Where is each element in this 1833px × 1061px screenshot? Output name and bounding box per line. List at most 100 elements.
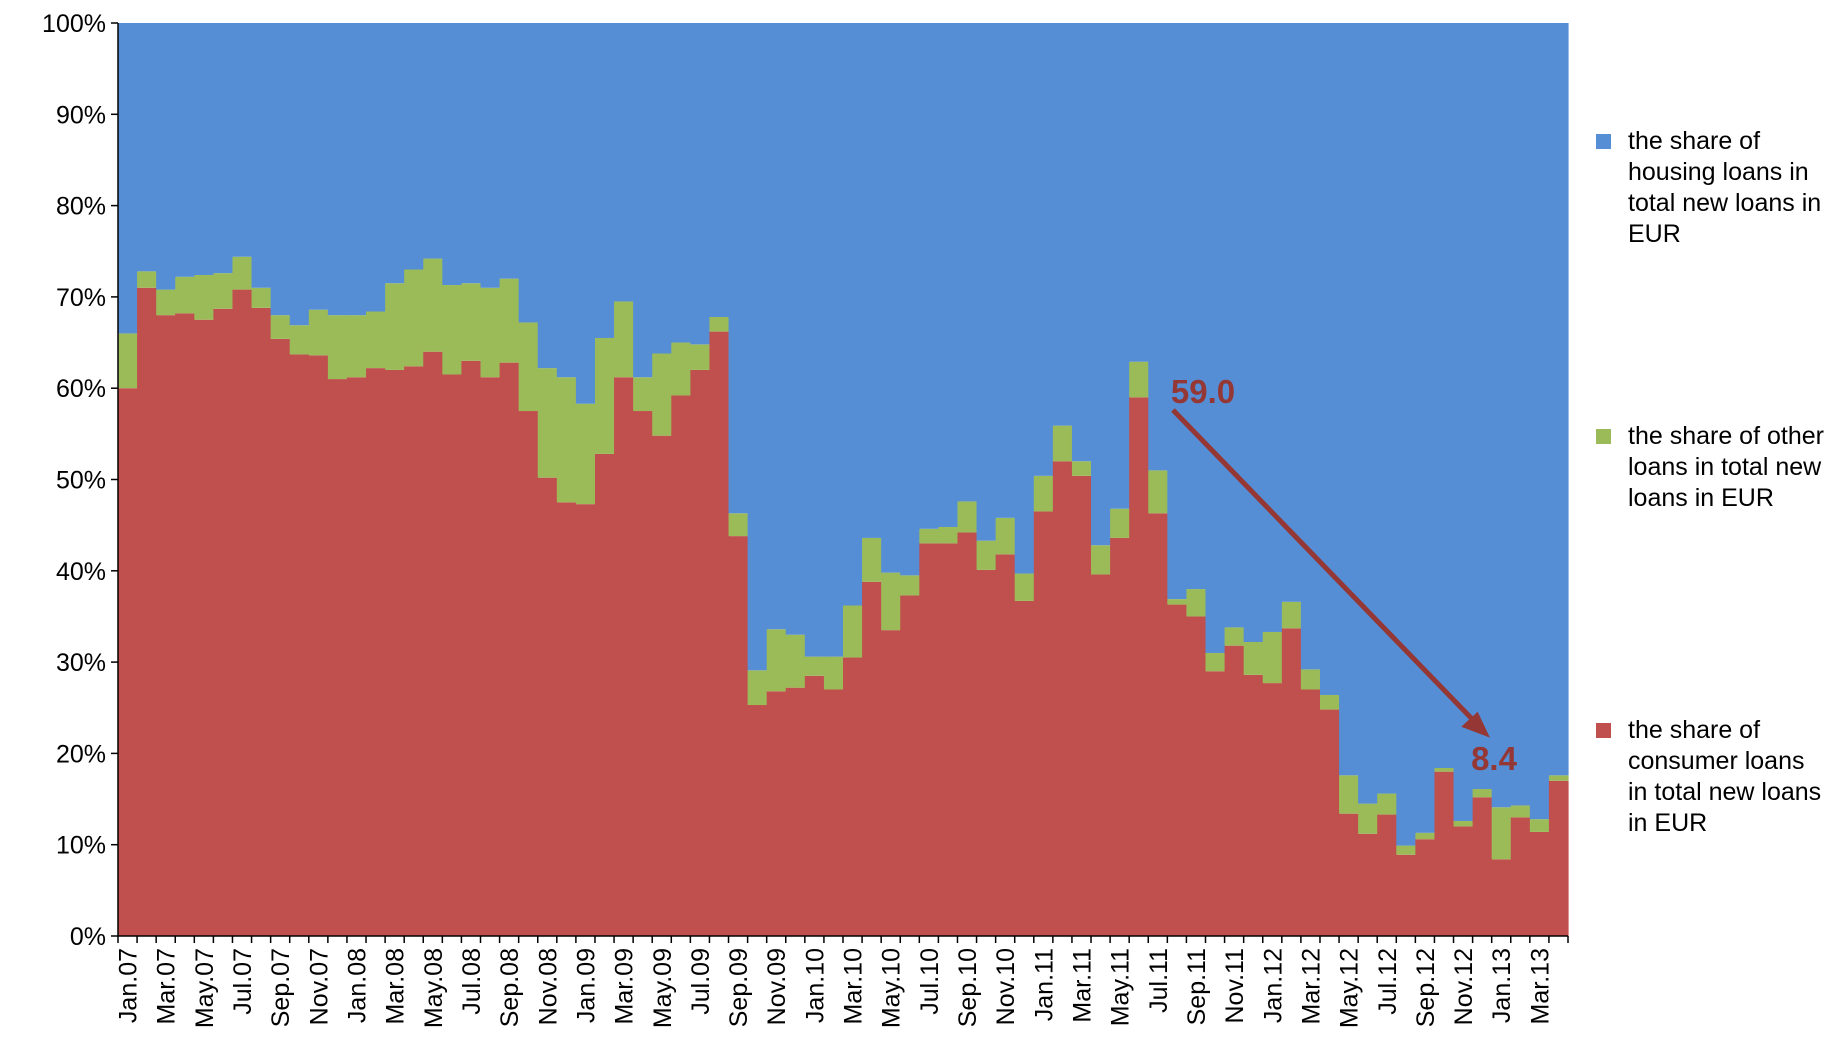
y-tick-label: 0% — [70, 923, 106, 951]
bar-segment — [594, 453, 615, 936]
bar-segment — [747, 670, 768, 706]
x-tick-label: Jan.09 — [572, 948, 600, 1023]
bar-segment — [1243, 674, 1264, 936]
x-tick-label: Jul.11 — [1145, 948, 1173, 1013]
x-tick-label: May.08 — [420, 948, 448, 1028]
bar-segment — [1167, 604, 1188, 936]
bar-segment — [1300, 689, 1321, 936]
bar-segment — [1148, 470, 1168, 514]
x-tick-label: Jul.12 — [1374, 948, 1402, 1015]
bar-segment — [804, 23, 825, 657]
x-tick-label: Mar.08 — [382, 948, 410, 1024]
bar-segment — [556, 377, 577, 503]
bar-segment — [423, 351, 443, 936]
bar-segment — [804, 675, 825, 936]
bar-segment — [1358, 833, 1378, 936]
bar-segment — [728, 513, 749, 537]
bar-segment — [1262, 683, 1283, 936]
bar-segment — [881, 572, 901, 631]
bar-segment — [1377, 23, 1397, 794]
legend-swatch — [1596, 429, 1611, 444]
bar-segment — [1434, 771, 1455, 936]
x-tick-label: Nov.11 — [1221, 948, 1249, 1024]
bar-segment — [518, 411, 539, 936]
bar-segment — [156, 23, 176, 290]
bar-segment — [480, 287, 501, 378]
bar-segment — [1377, 793, 1397, 815]
x-tick-label: Jan.08 — [343, 948, 371, 1023]
bar-segment — [1491, 807, 1512, 860]
bar-segment — [900, 575, 920, 596]
x-tick-label: Sep.12 — [1412, 948, 1440, 1027]
bar-segment — [709, 316, 730, 332]
bar-segment — [423, 23, 443, 259]
bar-segment — [594, 23, 615, 338]
bar-segment — [1110, 508, 1130, 538]
bar-segment — [118, 333, 138, 389]
x-tick-label: Sep.11 — [1183, 948, 1211, 1025]
bar-segment — [1129, 397, 1149, 937]
legend-swatch — [1596, 134, 1611, 149]
bar-segment — [308, 309, 329, 356]
bar-segment — [594, 337, 615, 454]
bar-segment — [366, 23, 386, 312]
bar-segment — [862, 581, 882, 936]
bar-segment — [614, 23, 634, 302]
x-tick-label: Mar.13 — [1526, 948, 1554, 1024]
legend-label: the share of consumer loans in total new… — [1628, 716, 1822, 837]
bar-segment — [938, 526, 959, 544]
bar-segment — [423, 258, 443, 352]
bar-segment — [804, 656, 825, 676]
bar-segment — [327, 23, 348, 316]
bar-segment — [823, 656, 844, 690]
bar-segment — [156, 289, 176, 316]
legend-swatch — [1596, 723, 1611, 738]
bar-segment — [1358, 23, 1378, 804]
bar-segment — [881, 630, 901, 936]
bar-segment — [480, 23, 501, 288]
bar-segment — [1434, 768, 1455, 772]
x-tick-label: Jul.07 — [229, 948, 257, 1015]
bar-segment — [327, 379, 348, 936]
bar-segment — [957, 23, 978, 502]
bar-segment — [1091, 545, 1111, 575]
bar-segment — [366, 311, 386, 369]
bar-segment — [1281, 601, 1302, 629]
bar-segment — [213, 273, 234, 309]
bar-segment — [1300, 669, 1321, 690]
bar-segment — [346, 377, 367, 936]
bar-segment — [823, 689, 844, 936]
bar-segment — [1339, 23, 1359, 776]
bar-segment — [1224, 645, 1245, 936]
bar-segment — [995, 554, 1016, 936]
bar-segment — [843, 605, 863, 658]
x-tick-label: Sep.08 — [496, 948, 524, 1027]
bar-segment — [327, 315, 348, 380]
bar-segment — [575, 504, 596, 936]
bar-segment — [1529, 23, 1550, 820]
bar-segment — [652, 353, 672, 436]
y-tick-label: 70% — [56, 284, 106, 312]
bar-segment — [194, 319, 214, 937]
bar-segment — [1052, 461, 1073, 936]
bar-segment — [137, 271, 157, 288]
bar-segment — [1491, 23, 1512, 808]
x-tick-label: Sep.10 — [954, 948, 982, 1027]
bar-segment — [346, 23, 367, 316]
bar-segment — [1262, 631, 1283, 684]
bar-segment — [747, 23, 768, 671]
bar-segment — [537, 477, 558, 936]
bar-segment — [232, 23, 253, 257]
bar-segment — [289, 354, 310, 936]
bar-segment — [1319, 694, 1340, 710]
bar-segment — [461, 23, 482, 284]
bar-segment — [251, 307, 272, 937]
x-tick-label: May.11 — [1107, 948, 1135, 1026]
bar-segment — [442, 285, 463, 375]
bar-segment — [308, 355, 329, 936]
bar-segment — [862, 23, 882, 538]
bar-segment — [976, 569, 997, 936]
bar-segment — [308, 23, 329, 310]
bar-segment — [671, 23, 691, 343]
bar-segment — [442, 374, 463, 936]
